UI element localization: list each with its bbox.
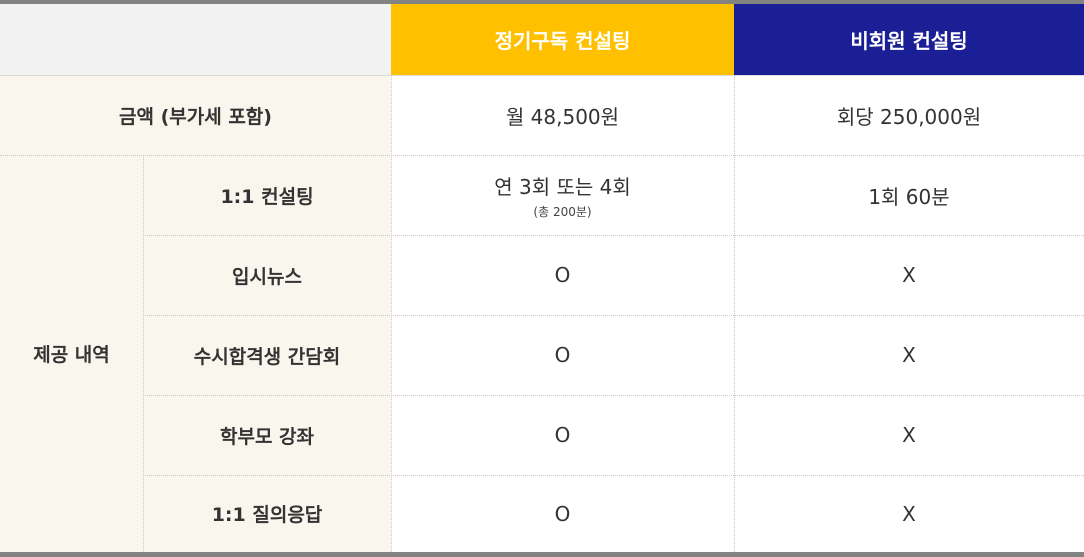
header-corner-cell [0, 4, 391, 75]
services-group-label: 제공 내역 [0, 155, 143, 552]
row-admission-news-subscription: O [391, 235, 734, 315]
row-label-alumni-meeting: 수시합격생 간담회 [143, 315, 391, 395]
row-consulting-subscription: 연 3회 또는 4회 (총 200분) [391, 155, 734, 235]
consulting-subscription-note: (총 200분) [533, 204, 592, 219]
price-row-label: 금액 (부가세 포함) [0, 75, 391, 155]
divider [0, 75, 1084, 76]
row-label-qna: 1:1 질의응답 [143, 475, 391, 552]
header-nonmember-plan: 비회원 컨설팅 [734, 4, 1084, 75]
price-nonmember-value: 회당 250,000원 [734, 75, 1084, 155]
divider [143, 395, 1084, 396]
row-qna-subscription: O [391, 475, 734, 552]
row-label-admission-news: 입시뉴스 [143, 235, 391, 315]
row-qna-nonmember: X [734, 475, 1084, 552]
row-label-parent-lecture: 학부모 강좌 [143, 395, 391, 475]
divider [143, 155, 144, 552]
divider [0, 155, 1084, 156]
row-label-consulting: 1:1 컨설팅 [143, 155, 391, 235]
header-subscription-plan: 정기구독 컨설팅 [391, 4, 734, 75]
divider [143, 235, 1084, 236]
consulting-subscription-value: 연 3회 또는 4회 [494, 174, 631, 199]
divider [734, 75, 735, 552]
price-subscription-value: 월 48,500원 [391, 75, 734, 155]
row-consulting-nonmember: 1회 60분 [734, 155, 1084, 235]
divider [143, 475, 1084, 476]
row-parent-lecture-subscription: O [391, 395, 734, 475]
row-alumni-meeting-subscription: O [391, 315, 734, 395]
row-alumni-meeting-nonmember: X [734, 315, 1084, 395]
divider [391, 75, 392, 552]
divider [143, 315, 1084, 316]
row-admission-news-nonmember: X [734, 235, 1084, 315]
row-parent-lecture-nonmember: X [734, 395, 1084, 475]
